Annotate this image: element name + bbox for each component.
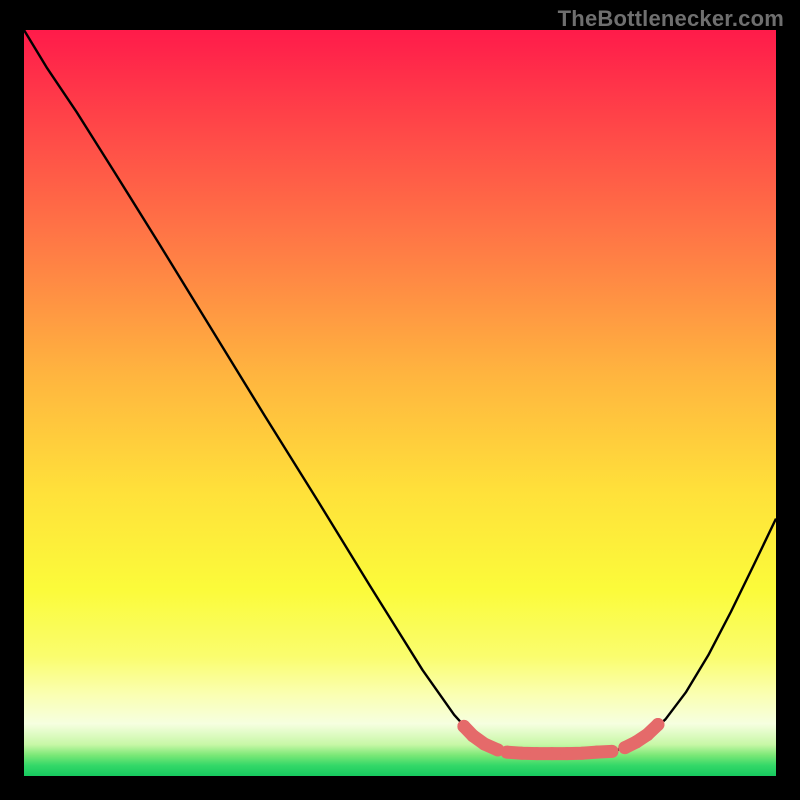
optimal-marker (530, 747, 543, 760)
optimal-marker (641, 728, 654, 741)
optimal-marker (651, 718, 664, 731)
optimal-marker (606, 745, 619, 758)
watermark-text: TheBottlenecker.com (558, 6, 784, 32)
optimal-marker (545, 747, 558, 760)
optimal-marker (618, 741, 631, 754)
optimal-marker (457, 720, 470, 733)
plot-area (24, 30, 776, 776)
optimal-range-markers (500, 745, 618, 760)
chart-svg (24, 30, 776, 776)
optimal-marker (630, 736, 643, 749)
optimal-marker (478, 737, 491, 750)
optimal-marker (515, 747, 528, 760)
chart-container: TheBottlenecker.com (0, 0, 800, 800)
optimal-marker (466, 729, 479, 742)
optimal-marker (560, 747, 573, 760)
optimal-marker (500, 746, 513, 759)
optimal-marker (575, 747, 588, 760)
optimal-marker (591, 746, 604, 759)
gradient-background (24, 30, 776, 776)
